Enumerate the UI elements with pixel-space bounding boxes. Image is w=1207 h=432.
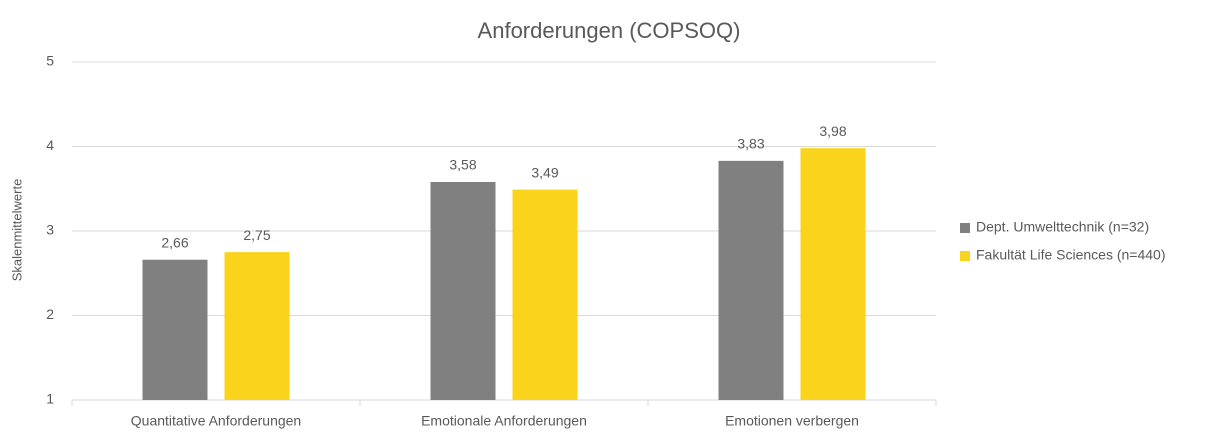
value-label: 3,98: [819, 123, 846, 139]
y-tick-label: 1: [46, 391, 54, 407]
bar: [430, 181, 496, 400]
y-tick-label: 5: [46, 53, 54, 69]
bar: [142, 259, 208, 400]
value-label: 2,75: [243, 227, 270, 243]
y-tick-label: 2: [46, 306, 54, 322]
bar: [718, 160, 784, 400]
legend-swatch: [960, 223, 970, 233]
x-tick-label: Emotionen verbergen: [725, 413, 859, 429]
legend-label: Dept. Umwelttechnik (n=32): [976, 219, 1149, 235]
value-label: 3,58: [449, 157, 476, 173]
bar: [800, 148, 866, 400]
legend-swatch: [960, 251, 970, 261]
x-tick-label: Emotionale Anforderungen: [421, 413, 587, 429]
chart-title: Anforderungen (COPSOQ): [478, 18, 741, 43]
y-axis-label: Skalenmittelwerte: [9, 179, 24, 282]
y-tick-label: 3: [46, 222, 54, 238]
y-tick-label: 4: [46, 137, 54, 153]
x-tick-label: Quantitative Anforderungen: [131, 413, 301, 429]
bar: [512, 189, 578, 400]
value-label: 2,66: [161, 234, 188, 250]
bar: [224, 252, 290, 400]
value-label: 3,49: [531, 164, 558, 180]
legend-label: Fakultät Life Sciences (n=440): [976, 247, 1166, 263]
value-label: 3,83: [737, 136, 764, 152]
